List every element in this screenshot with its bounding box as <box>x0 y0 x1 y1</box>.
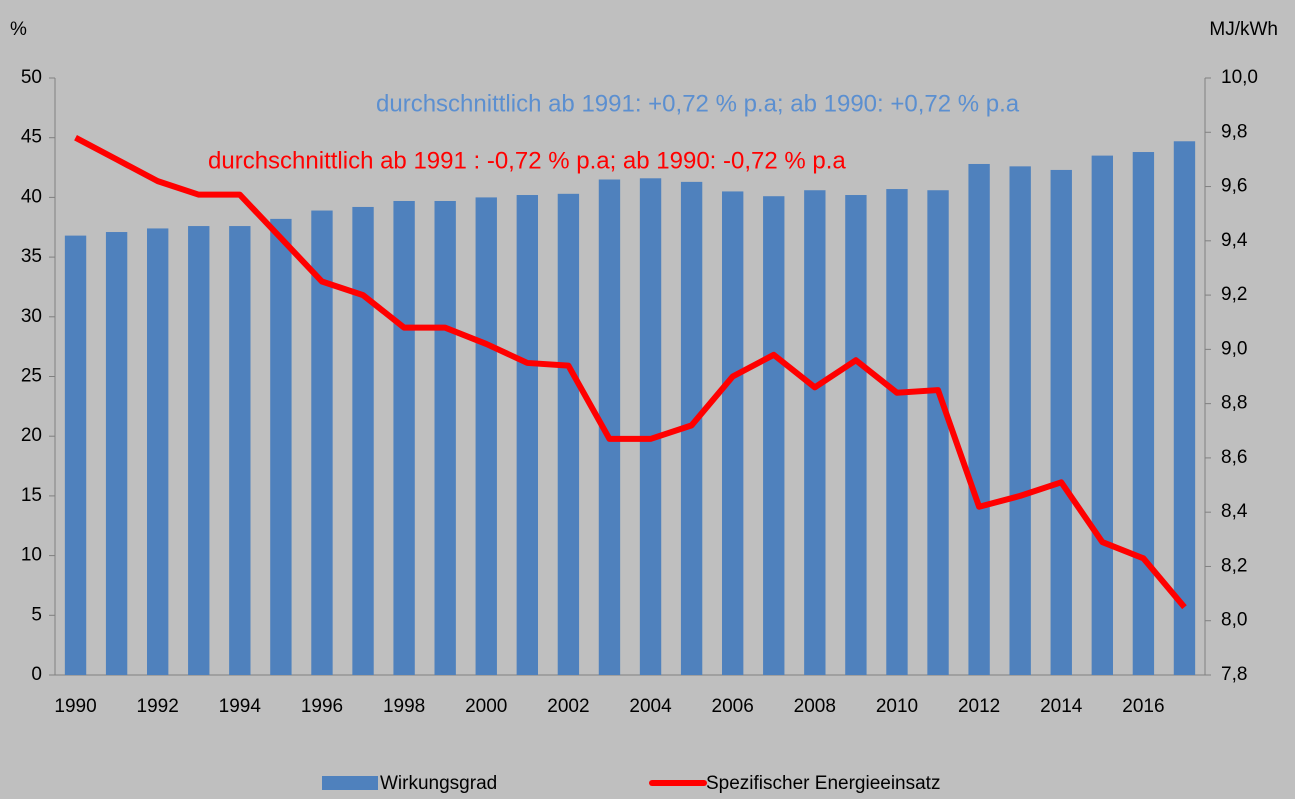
y2-tick-label: 9,0 <box>1221 338 1247 359</box>
y-tick-label: 20 <box>21 425 42 446</box>
x-tick-label: 2002 <box>547 696 589 717</box>
x-tick-label: 2004 <box>629 696 672 717</box>
bar <box>311 210 333 675</box>
annotation: durchschnittlich ab 1991 : -0,72 % p.a; … <box>208 147 846 174</box>
bar <box>475 197 497 675</box>
y2-tick-label: 9,8 <box>1221 121 1247 142</box>
legend-swatch <box>322 776 378 790</box>
y2-tick-label: 9,6 <box>1221 176 1247 197</box>
bar <box>105 232 128 675</box>
bar <box>147 228 169 675</box>
x-tick-label: 2006 <box>712 696 754 717</box>
y-tick-label: 10 <box>21 545 42 566</box>
bar <box>229 226 251 675</box>
bar <box>270 218 292 675</box>
y2-tick-label: 10,0 <box>1221 67 1258 88</box>
y-tick-label: 40 <box>21 186 42 207</box>
y2-axis-label: MJ/kWh <box>1209 19 1278 40</box>
bar <box>1091 155 1113 676</box>
legend-label: Wirkungsgrad <box>380 773 497 794</box>
bar <box>845 195 867 675</box>
x-tick-label: 1992 <box>137 696 179 717</box>
x-tick-label: 1998 <box>383 696 425 717</box>
y2-tick-label: 9,2 <box>1221 284 1247 305</box>
y2-tick-label: 7,8 <box>1221 664 1247 685</box>
bar <box>763 196 785 675</box>
bar <box>598 179 621 676</box>
y-tick-label: 30 <box>21 306 42 327</box>
bar <box>1173 141 1196 676</box>
bar <box>393 200 415 675</box>
y-axis-label: % <box>10 19 27 40</box>
y2-tick-label: 8,4 <box>1221 501 1248 522</box>
x-tick-label: 1990 <box>54 696 96 717</box>
bar <box>1009 166 1031 675</box>
bar <box>516 195 538 675</box>
bar <box>722 191 744 675</box>
y2-tick-label: 9,4 <box>1221 230 1248 251</box>
x-tick-label: 2014 <box>1040 696 1083 717</box>
bar <box>639 178 662 675</box>
x-tick-label: 1996 <box>301 696 343 717</box>
bar <box>886 189 908 676</box>
y-tick-label: 0 <box>31 664 42 685</box>
bar <box>927 190 949 675</box>
y-tick-label: 5 <box>31 604 42 625</box>
bar <box>1132 152 1155 675</box>
x-tick-label: 2016 <box>1122 696 1164 717</box>
y-tick-label: 50 <box>21 67 42 88</box>
y-tick-label: 35 <box>21 246 42 267</box>
y2-tick-label: 8,2 <box>1221 555 1247 576</box>
x-tick-label: 2008 <box>794 696 836 717</box>
line <box>74 135 1187 610</box>
y-tick-label: 45 <box>21 127 42 148</box>
x-tick-label: 2010 <box>876 696 918 717</box>
bar <box>352 206 374 675</box>
bar <box>804 190 826 675</box>
y-tick-label: 25 <box>21 366 42 387</box>
x-tick-label: 1994 <box>219 696 262 717</box>
y2-tick-label: 8,8 <box>1221 393 1247 414</box>
y2-tick-label: 8,6 <box>1221 447 1247 468</box>
bar <box>188 226 210 675</box>
y2-tick-label: 8,0 <box>1221 610 1247 631</box>
x-tick-label: 2012 <box>958 696 1000 717</box>
x-tick-label: 2000 <box>465 696 507 717</box>
bar <box>1050 169 1072 676</box>
bar <box>64 235 87 675</box>
bar <box>968 163 990 675</box>
y-tick-label: 15 <box>21 485 42 506</box>
annotation: durchschnittlich ab 1991: +0,72 % p.a; a… <box>376 90 1020 117</box>
legend-label: Spezifischer Energieeinsatz <box>706 773 940 794</box>
bar <box>557 193 580 675</box>
bar <box>434 200 456 675</box>
